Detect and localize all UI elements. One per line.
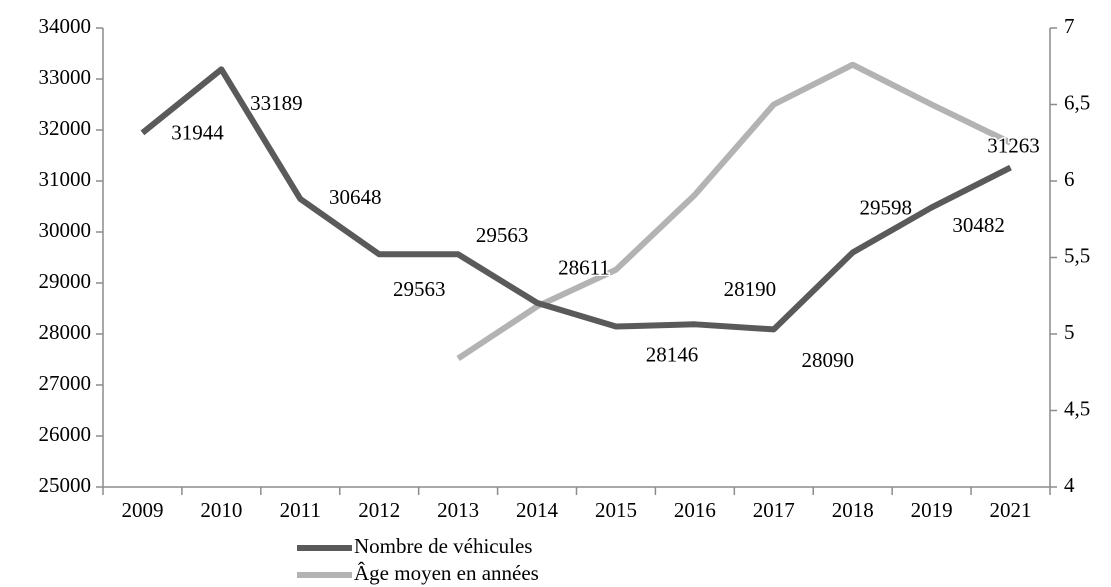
- data-label: 31944: [171, 121, 224, 145]
- y-tick-label: 27000: [39, 371, 92, 395]
- y-tick-label: 33000: [39, 65, 92, 89]
- x-tick-label: 2021: [990, 498, 1032, 522]
- x-tick-label: 2013: [437, 498, 479, 522]
- x-tick-label: 2018: [832, 498, 874, 522]
- data-label: 28090: [802, 348, 855, 372]
- x-tick-label: 2017: [753, 498, 795, 522]
- x-tick-label: 2015: [595, 498, 637, 522]
- y-tick-label: 26000: [39, 422, 92, 446]
- x-tick-label: 2010: [200, 498, 242, 522]
- x-tick-label: 2014: [516, 498, 559, 522]
- series-line: [140, 66, 1012, 333]
- y-tick-label: 34000: [39, 14, 92, 38]
- y-tick-label: 30000: [39, 218, 92, 242]
- y2-tick-label: 4,5: [1064, 396, 1090, 420]
- data-label: 33189: [250, 91, 303, 115]
- x-tick-label: 2011: [280, 498, 321, 522]
- data-label: 28146: [646, 342, 699, 366]
- data-label: 30648: [329, 185, 382, 209]
- legend-label: Âge moyen en années: [354, 561, 539, 585]
- y-tick-label: 28000: [39, 320, 92, 344]
- x-tick-label: 2016: [674, 498, 716, 522]
- y2-tick-label: 6: [1064, 167, 1075, 191]
- y2-tick-label: 4: [1064, 473, 1075, 497]
- y-tick-label: 25000: [39, 473, 92, 497]
- y-tick-label: 31000: [39, 167, 92, 191]
- y2-tick-label: 5: [1064, 320, 1075, 344]
- data-label: 31263: [987, 133, 1040, 157]
- data-label: 29598: [859, 195, 912, 219]
- x-tick-label: 2019: [911, 498, 953, 522]
- y-tick-label: 29000: [39, 269, 92, 293]
- x-tick-label: 2009: [121, 498, 163, 522]
- series-line: [456, 61, 1012, 361]
- y2-tick-label: 5,5: [1064, 243, 1090, 267]
- legend-label: Nombre de véhicules: [354, 534, 532, 558]
- data-label: 28611: [558, 256, 610, 280]
- data-label: 28190: [724, 277, 777, 301]
- data-label: 29563: [393, 277, 446, 301]
- y2-tick-label: 7: [1064, 14, 1075, 38]
- y-tick-label: 32000: [39, 116, 92, 140]
- data-label: 29563: [476, 223, 529, 247]
- x-tick-label: 2012: [358, 498, 400, 522]
- data-label: 30482: [952, 213, 1005, 237]
- y2-tick-label: 6,5: [1064, 90, 1090, 114]
